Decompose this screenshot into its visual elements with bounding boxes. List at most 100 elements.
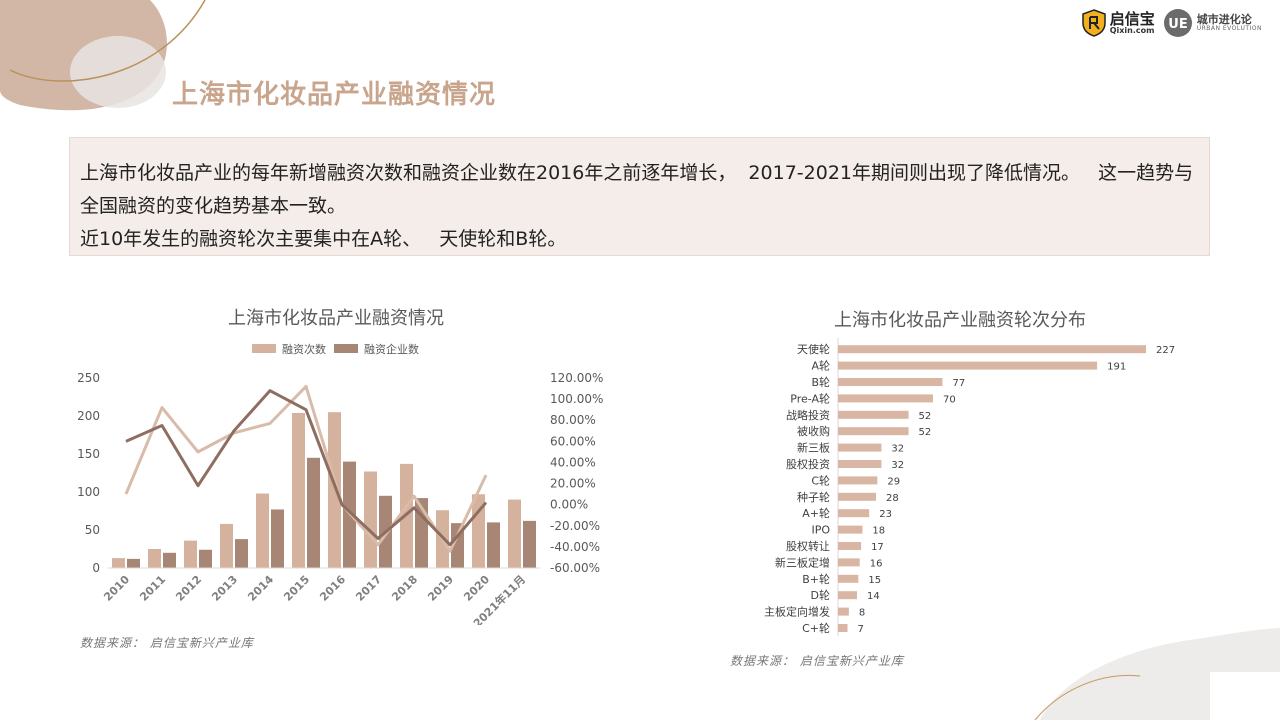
x-tick-label: 2013 <box>209 573 240 604</box>
round-label: 被收购 <box>797 424 830 438</box>
round-bar <box>838 492 876 501</box>
round-bar <box>838 558 860 567</box>
round-bar <box>838 607 849 616</box>
round-label: 种子轮 <box>797 490 830 504</box>
x-tick-label: 2018 <box>389 573 420 604</box>
bar-融资企业数 <box>163 552 176 568</box>
round-bar <box>838 410 909 419</box>
x-tick-label: 2016 <box>317 573 348 604</box>
round-value: 32 <box>891 444 904 455</box>
round-label: 天使轮 <box>797 342 830 356</box>
round-label: 股权投资 <box>786 457 830 471</box>
bar-融资企业数 <box>487 522 500 568</box>
round-bar <box>838 542 862 550</box>
round-label: 新三板 <box>797 441 830 455</box>
round-value: 227 <box>1156 345 1175 356</box>
round-bar <box>838 394 933 403</box>
x-tick-label: 2020 <box>461 573 492 604</box>
bar-融资次数 <box>112 558 125 568</box>
round-bar <box>838 574 859 583</box>
ue-circle-icon: UE <box>1163 9 1192 37</box>
financing-chart-title: 上海市化妆品产业融资情况 <box>228 308 444 329</box>
y2-tick-label: 80.00% <box>550 413 596 427</box>
bar-融资企业数 <box>235 539 248 568</box>
round-value: 8 <box>859 608 865 619</box>
bar-融资企业数 <box>199 549 212 568</box>
y2-tick-label: -40.00% <box>550 540 600 554</box>
round-value: 52 <box>919 411 932 422</box>
round-value: 52 <box>919 427 932 438</box>
round-bar <box>838 591 857 600</box>
round-bar <box>838 345 1146 354</box>
round-bar <box>838 378 943 386</box>
qixin-logo: 启信宝 Qixin.com <box>1081 9 1155 37</box>
round-bar <box>838 525 863 534</box>
legend-swatch <box>252 344 276 353</box>
ue-mark-text: UE <box>1168 17 1187 32</box>
y2-tick-label: 40.00% <box>550 455 596 469</box>
y2-tick-label: 20.00% <box>550 477 596 491</box>
y2-tick-label: -20.00% <box>550 519 600 533</box>
x-tick-label: 2017 <box>353 573 384 604</box>
rounds-bar-chart: 天使轮 227 A轮 191 B轮 77 Pre-A轮 70 战略投资 52 被收购 52 新三板 32 股… <box>764 338 1175 636</box>
round-label: D轮 <box>811 588 830 602</box>
urban-evolution-logo: UE 城市进化论 URBAN EVOLUTION <box>1163 8 1262 38</box>
round-value: 191 <box>1107 362 1126 373</box>
y2-tick-label: 60.00% <box>550 434 596 448</box>
round-value: 7 <box>857 624 863 635</box>
left-source-note: 数据来源： 启信宝新兴产业库 <box>80 636 254 650</box>
qixin-logo-subtext: Qixin.com <box>1109 25 1155 35</box>
round-bar <box>838 509 870 518</box>
round-label: C轮 <box>811 473 830 487</box>
summary-line-2: 近10年发生的融资轮次主要集中在A轮、 天使轮和B轮。 <box>80 228 567 250</box>
round-value: 15 <box>868 575 881 586</box>
x-tick-label: 2011 <box>137 573 168 604</box>
bar-融资次数 <box>364 471 377 568</box>
legend-swatch <box>334 344 358 353</box>
bar-融资次数 <box>256 493 269 568</box>
bar-融资次数 <box>508 499 521 568</box>
y-tick-label: 250 <box>77 371 100 385</box>
round-value: 32 <box>891 460 904 471</box>
y-tick-label: 50 <box>85 523 100 537</box>
round-value: 77 <box>952 378 965 389</box>
round-bar <box>838 476 878 485</box>
bar-融资企业数 <box>307 457 320 568</box>
round-bar <box>838 427 909 436</box>
brand-logos: 启信宝 Qixin.com UE 城市进化论 URBAN EVOLUTION <box>1081 6 1262 40</box>
round-label: Pre-A轮 <box>790 391 830 405</box>
round-label: IPO <box>811 524 830 537</box>
bar-融资企业数 <box>523 520 536 568</box>
round-label: A轮 <box>811 359 830 373</box>
round-value: 28 <box>886 493 899 504</box>
bar-融资次数 <box>220 523 233 568</box>
bar-融资企业数 <box>415 498 428 568</box>
round-value: 16 <box>870 558 883 569</box>
financing-combo-chart: 250 200 150 100 50 0 120.00% 100.00% 80.00% 60.00… <box>77 342 603 625</box>
bar-融资次数 <box>328 412 341 568</box>
summary-box: 上海市化妆品产业的每年新增融资次数和融资企业数在2016年之前逐年增长， 201… <box>69 137 1210 256</box>
legend-label: 融资次数 <box>282 342 326 356</box>
y2-tick-label: -60.00% <box>550 561 600 575</box>
round-value: 23 <box>879 509 892 520</box>
round-label: 新三板定增 <box>775 555 830 569</box>
y-tick-label: 0 <box>92 561 100 575</box>
round-label: 主板定向增发 <box>764 605 830 619</box>
x-tick-label: 2015 <box>281 573 312 604</box>
round-bar <box>838 624 848 632</box>
round-value: 70 <box>943 394 956 405</box>
round-bar <box>838 460 882 468</box>
y2-tick-label: 0.00% <box>550 498 588 512</box>
growth-line-2 <box>125 389 488 547</box>
round-label: B+轮 <box>802 572 830 586</box>
x-tick-label: 2012 <box>173 573 204 604</box>
summary-line-1: 上海市化妆品产业的每年新增融资次数和融资企业数在2016年之前逐年增长， 201… <box>80 162 1194 217</box>
round-label: 股权转让 <box>786 539 830 553</box>
round-label: 战略投资 <box>786 408 830 422</box>
urban-evolution-subtext: URBAN EVOLUTION <box>1196 24 1262 32</box>
qixin-logo-text: 启信宝 <box>1109 9 1155 28</box>
round-label: A+轮 <box>802 506 830 520</box>
bar-融资次数 <box>472 494 485 568</box>
urban-evolution-text: 城市进化论 <box>1196 13 1252 27</box>
bar-融资企业数 <box>127 558 140 568</box>
